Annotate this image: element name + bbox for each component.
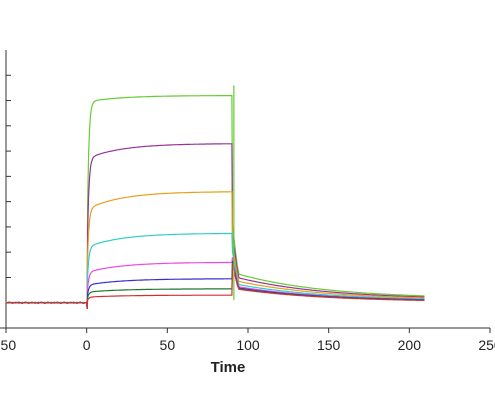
series-line-4 (5, 257, 425, 310)
x-tick-label-1: 0 (83, 337, 91, 353)
series-line-0 (5, 95, 425, 310)
x-tick-label-6: 250 (478, 337, 495, 353)
series-line-2 (5, 191, 425, 310)
series-line-3 (5, 232, 425, 310)
x-tick-label-3: 100 (236, 337, 260, 353)
x-tick-label-5: 200 (398, 337, 422, 353)
axes: -50 0 50 100 150 200 250 (0, 50, 495, 353)
series-line-1 (5, 143, 425, 310)
x-tick-label-0: -50 (0, 337, 16, 353)
series-line-7 (5, 263, 425, 310)
x-axis-title: Time (211, 359, 246, 376)
x-tick-label-2: 50 (160, 337, 176, 353)
x-tick-label-4: 150 (317, 337, 341, 353)
series-line-5 (5, 260, 425, 310)
series-group (5, 85, 425, 310)
